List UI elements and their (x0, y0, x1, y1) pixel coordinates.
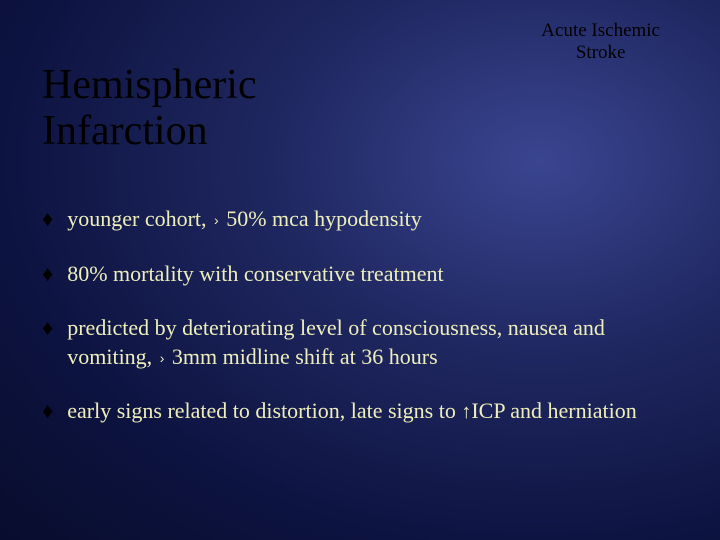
arrow-up-icon: ↑ (461, 401, 471, 423)
diamond-icon: ♦ (42, 314, 53, 342)
header-subtitle: Acute Ischemic Stroke (541, 20, 660, 64)
header-line-2: Stroke (576, 42, 626, 63)
diamond-icon: ♦ (42, 397, 53, 425)
text-segment: younger cohort, (67, 206, 212, 231)
title-line-2: Infarction (42, 108, 208, 154)
bullet-text: younger cohort, › 50% mca hypodensity (67, 205, 422, 234)
diamond-icon: ♦ (42, 260, 53, 288)
title-line-1: Hemispheric (42, 62, 257, 108)
text-segment: 50% mca hypodensity (221, 206, 422, 231)
list-item: ♦ early signs related to distortion, lat… (42, 397, 688, 426)
list-item: ♦ predicted by deteriorating level of co… (42, 314, 688, 371)
gt-icon: › (212, 212, 221, 228)
header-line-1: Acute Ischemic (541, 20, 660, 41)
list-item: ♦ younger cohort, › 50% mca hypodensity (42, 205, 688, 234)
list-item: ♦ 80% mortality with conservative treatm… (42, 260, 688, 289)
text-segment: 3mm midline shift at 36 hours (166, 344, 437, 369)
bullet-list: ♦ younger cohort, › 50% mca hypodensity … (42, 205, 688, 452)
bullet-text: predicted by deteriorating level of cons… (67, 314, 688, 371)
diamond-icon: ♦ (42, 205, 53, 233)
bullet-text: early signs related to distortion, late … (67, 397, 637, 426)
bullet-text: 80% mortality with conservative treatmen… (67, 260, 443, 289)
text-segment: ICP and herniation (471, 398, 636, 423)
text-segment: early signs related to distortion, late … (67, 398, 461, 423)
slide-title: Hemispheric Infarction (42, 62, 257, 154)
